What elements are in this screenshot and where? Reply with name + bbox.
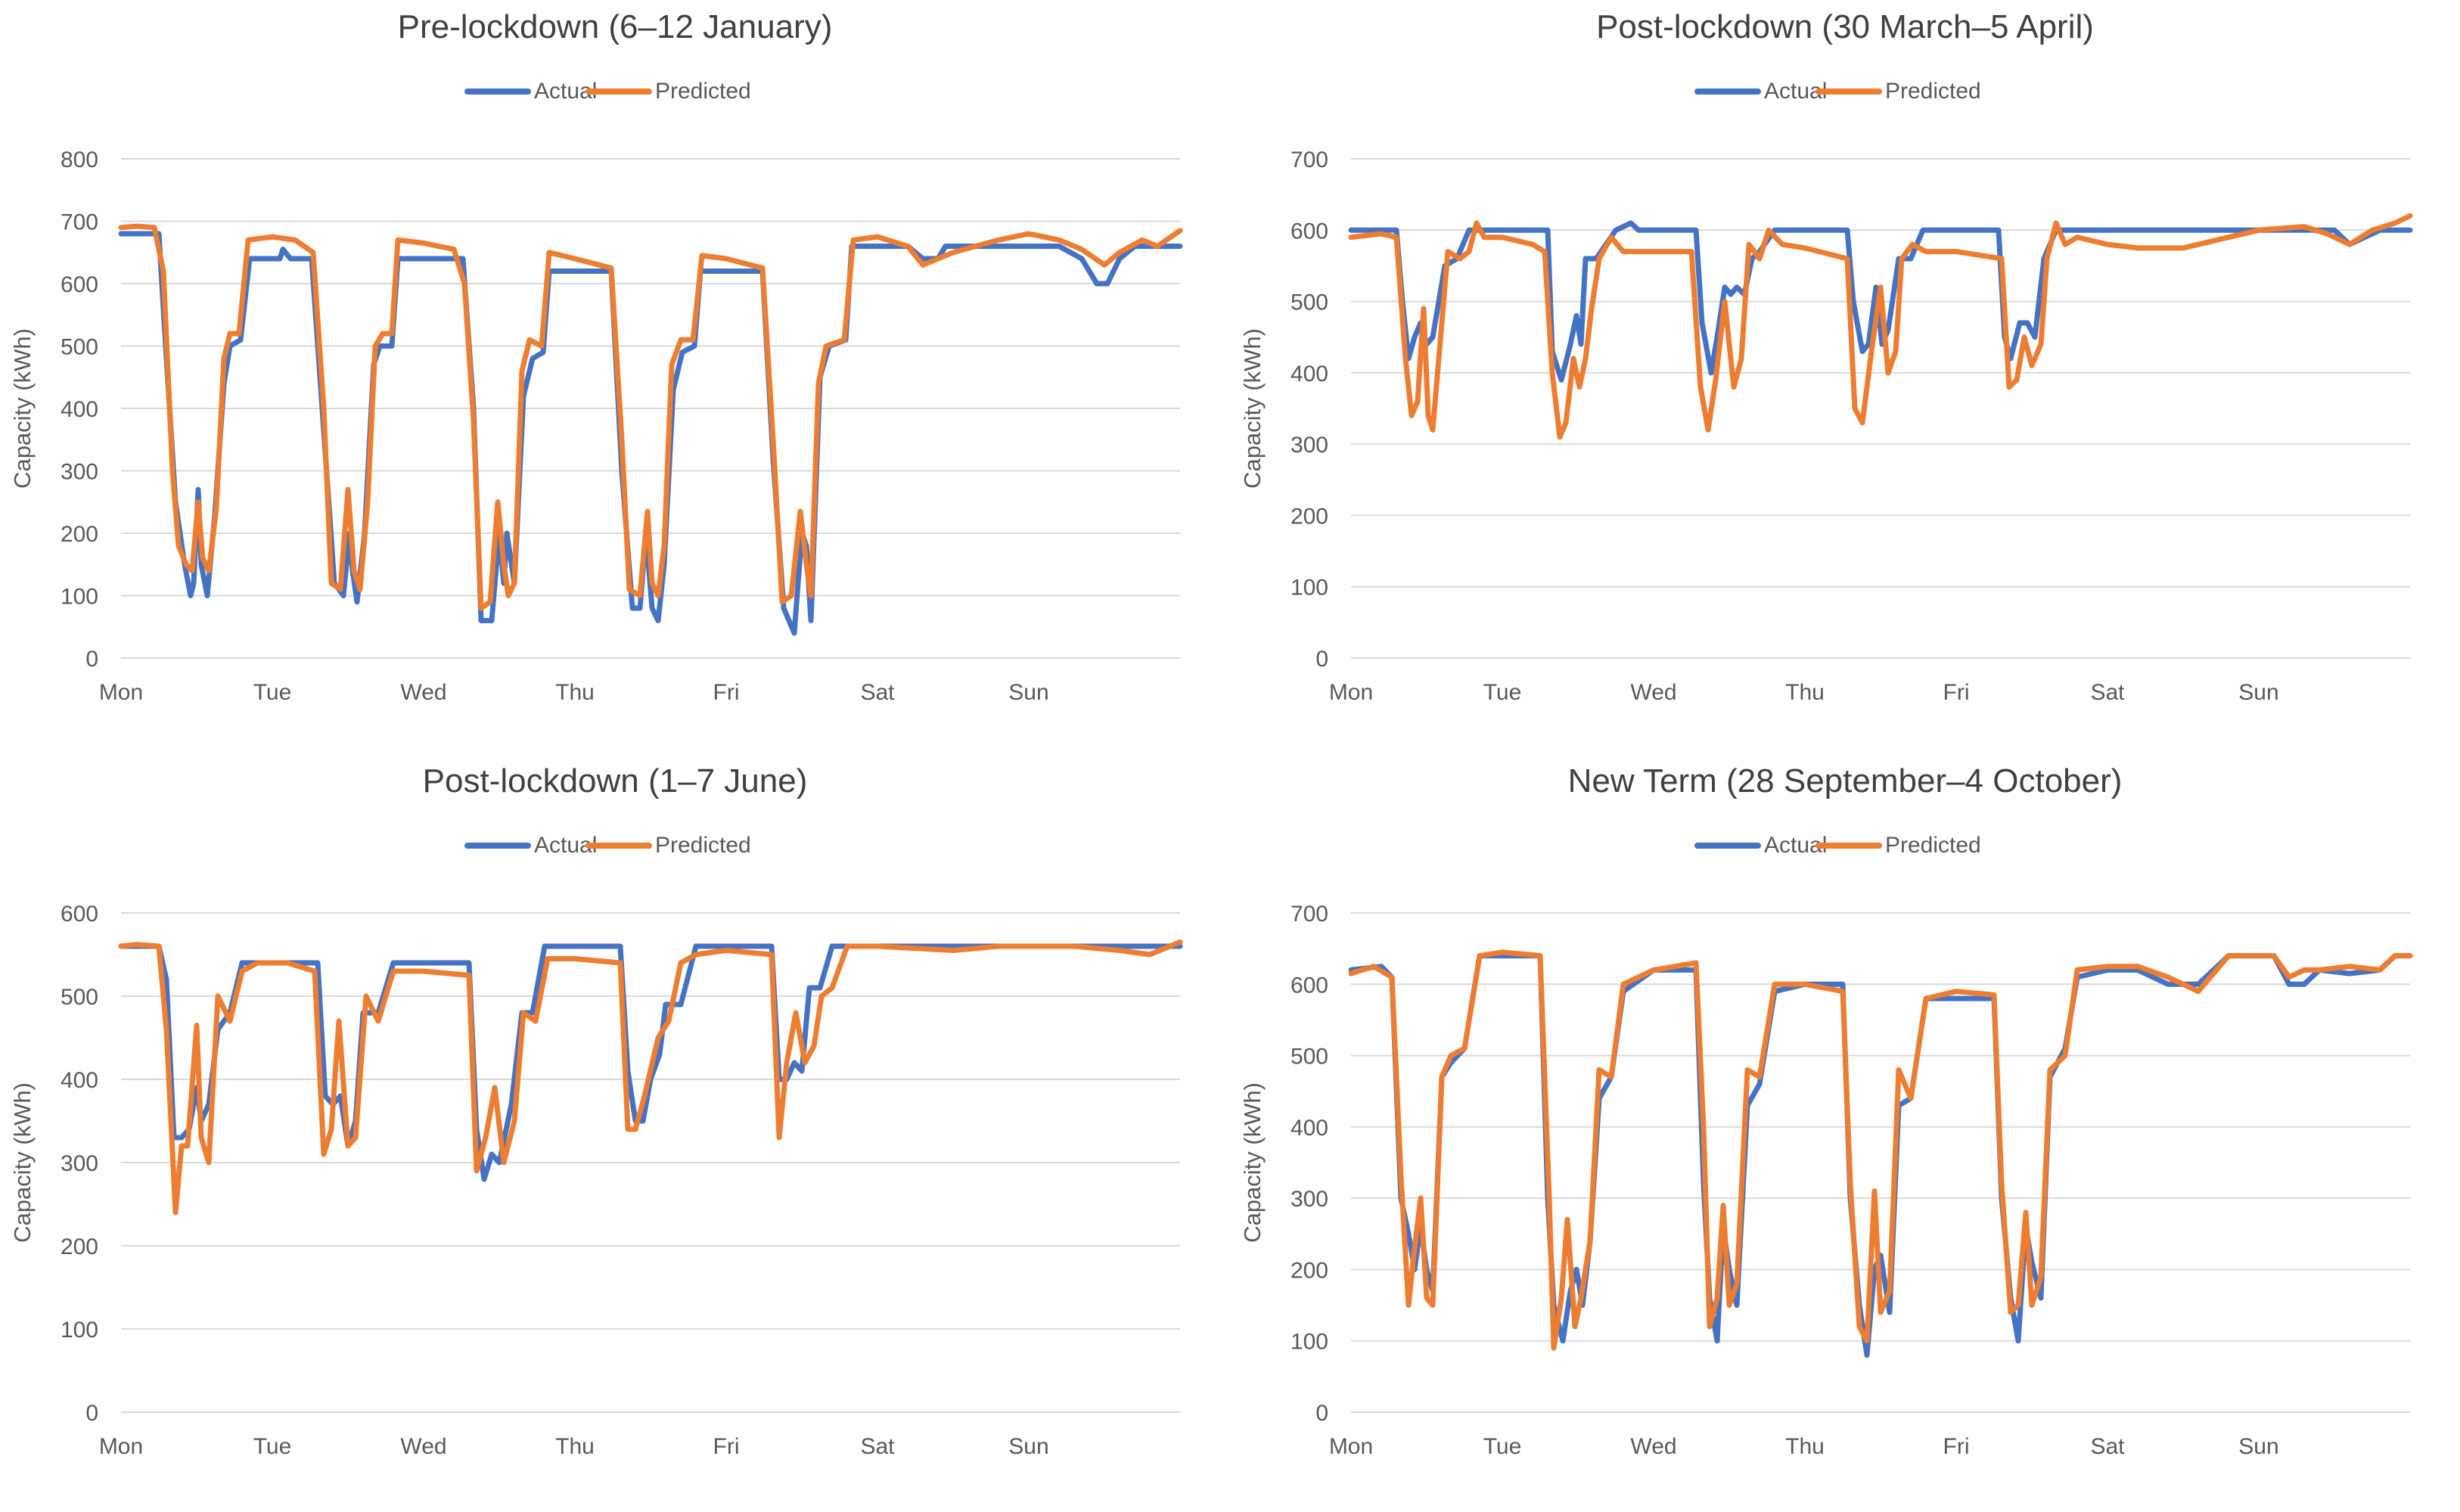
- x-tick-label-tue: Tue: [1483, 1434, 1522, 1459]
- y-tick-label: 0: [85, 1401, 98, 1426]
- legend-label-predicted: Predicted: [1885, 833, 1981, 858]
- chart-panel-post-lockdown-june: Post-lockdown (1–7 June) Actual Predicted 0…: [0, 754, 1230, 1508]
- y-tick-label: 600: [1291, 219, 1328, 244]
- y-tick-label: 300: [1291, 433, 1328, 458]
- series-line-actual: [118, 231, 1183, 636]
- y-axis-label: Capacity (kWh): [1239, 1082, 1266, 1243]
- x-tick-label-sat: Sat: [860, 680, 895, 705]
- x-tick-label-mon: Mon: [1329, 1434, 1373, 1459]
- y-tick-label: 100: [1291, 576, 1328, 601]
- y-tick-label: 400: [1291, 362, 1328, 387]
- series-line-predicted: [118, 223, 1183, 611]
- x-tick-label-sun: Sun: [2238, 1434, 2278, 1459]
- chart-title: Pre-lockdown (6–12 January): [398, 8, 833, 45]
- x-tick-label-thu: Thu: [555, 680, 595, 705]
- y-tick-label: 0: [1315, 1401, 1328, 1426]
- chart-panel-pre-lockdown: Pre-lockdown (6–12 January) Actual Predict…: [0, 0, 1230, 754]
- chart-panel-new-term: New Term (28 September–4 October) Actual P…: [1230, 754, 2460, 1508]
- y-tick-label: 500: [1291, 1045, 1328, 1070]
- y-tick-label: 200: [1291, 504, 1328, 529]
- legend-label-predicted: Predicted: [655, 833, 751, 858]
- legend: Actual Predicted: [1694, 833, 1981, 858]
- x-tick-label-sun: Sun: [1008, 1434, 1048, 1459]
- y-tick-label: 100: [1291, 1330, 1328, 1355]
- y-tick-label: 500: [61, 335, 98, 360]
- x-tick-label-fri: Fri: [1943, 1434, 1970, 1459]
- series-line-predicted: [1348, 949, 2413, 1351]
- x-tick-label-sat: Sat: [860, 1434, 895, 1459]
- x-tick-label-wed: Wed: [400, 1434, 446, 1459]
- x-tick-label-mon: Mon: [1329, 680, 1373, 705]
- y-axis-label: Capacity (kWh): [9, 328, 36, 489]
- y-tick-label: 700: [1291, 902, 1328, 927]
- legend-label-predicted: Predicted: [1885, 79, 1981, 104]
- chart-title: Post-lockdown (30 March–5 April): [1596, 8, 2094, 45]
- x-tick-label-tue: Tue: [1483, 680, 1522, 705]
- x-tick-label-mon: Mon: [99, 680, 143, 705]
- line-chart-1: Post-lockdown (30 March–5 April) Actual Pr…: [1239, 8, 2413, 705]
- x-tick-label-thu: Thu: [1785, 1434, 1825, 1459]
- y-tick-label: 400: [61, 397, 98, 422]
- x-tick-label-sun: Sun: [2238, 680, 2278, 705]
- y-tick-label: 0: [85, 647, 98, 672]
- line-chart-0: Pre-lockdown (6–12 January) Actual Predict…: [9, 8, 1183, 705]
- y-tick-label: 300: [61, 1151, 98, 1176]
- y-tick-label: 700: [1291, 147, 1328, 172]
- y-tick-label: 600: [61, 272, 98, 297]
- legend: Actual Predicted: [464, 833, 751, 858]
- y-tick-label: 600: [61, 902, 98, 927]
- series-line-predicted: [1348, 213, 2413, 440]
- x-tick-label-sat: Sat: [2090, 1434, 2125, 1459]
- y-axis-label: Capacity (kWh): [9, 1082, 36, 1243]
- x-tick-label-wed: Wed: [400, 680, 446, 705]
- line-chart-2: Post-lockdown (1–7 June) Actual Predicted 0…: [9, 762, 1183, 1459]
- y-tick-label: 200: [61, 522, 98, 547]
- x-tick-label-sun: Sun: [1008, 680, 1048, 705]
- y-tick-label: 300: [1291, 1187, 1328, 1212]
- y-tick-label: 400: [1291, 1116, 1328, 1141]
- y-tick-label: 0: [1315, 647, 1328, 672]
- x-tick-label-fri: Fri: [713, 1434, 740, 1459]
- x-tick-label-fri: Fri: [713, 680, 740, 705]
- x-tick-label-sat: Sat: [2090, 680, 2125, 705]
- legend: Actual Predicted: [464, 79, 751, 104]
- y-tick-label: 500: [1291, 290, 1328, 315]
- chart-title: Post-lockdown (1–7 June): [423, 762, 808, 799]
- series-line-predicted: [118, 939, 1183, 1215]
- x-tick-label-thu: Thu: [1785, 680, 1825, 705]
- y-tick-label: 200: [61, 1234, 98, 1259]
- x-tick-label-tue: Tue: [253, 680, 292, 705]
- y-axis-label: Capacity (kWh): [1239, 328, 1266, 489]
- line-chart-3: New Term (28 September–4 October) Actual P…: [1239, 762, 2413, 1459]
- y-tick-label: 100: [61, 585, 98, 610]
- y-tick-label: 800: [61, 147, 98, 172]
- y-tick-label: 600: [1291, 973, 1328, 998]
- x-tick-label-tue: Tue: [253, 1434, 292, 1459]
- y-tick-label: 100: [61, 1318, 98, 1343]
- x-tick-label-wed: Wed: [1630, 680, 1676, 705]
- chart-panel-post-lockdown-april: Post-lockdown (30 March–5 April) Actual Pr…: [1230, 0, 2460, 754]
- series-line-actual: [118, 943, 1183, 1182]
- y-tick-label: 700: [61, 210, 98, 235]
- x-tick-label-mon: Mon: [99, 1434, 143, 1459]
- x-tick-label-wed: Wed: [1630, 1434, 1676, 1459]
- y-tick-label: 300: [61, 460, 98, 485]
- chart-title: New Term (28 September–4 October): [1568, 762, 2123, 799]
- y-tick-label: 500: [61, 985, 98, 1010]
- legend: Actual Predicted: [1694, 79, 1981, 104]
- y-tick-label: 200: [1291, 1258, 1328, 1283]
- x-tick-label-fri: Fri: [1943, 680, 1970, 705]
- legend-label-predicted: Predicted: [655, 79, 751, 104]
- x-tick-label-thu: Thu: [555, 1434, 595, 1459]
- y-tick-label: 400: [61, 1068, 98, 1093]
